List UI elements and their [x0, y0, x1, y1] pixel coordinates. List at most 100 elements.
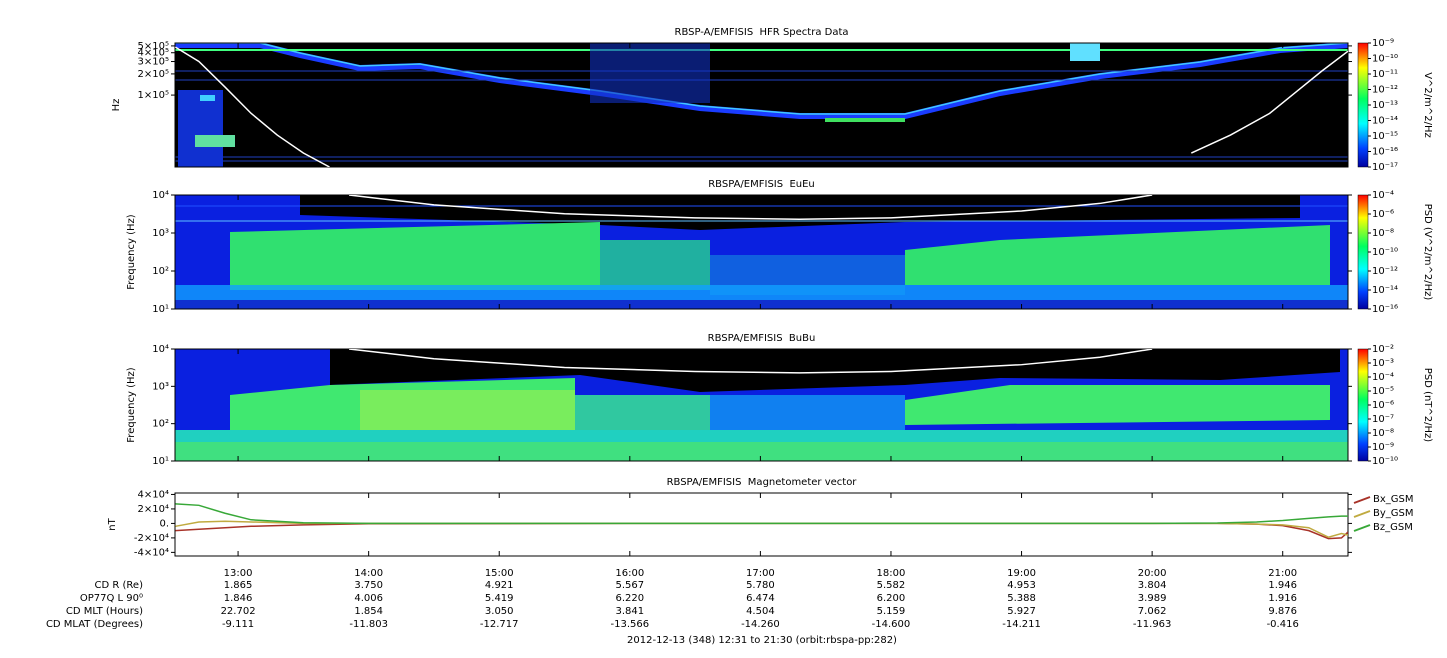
colorbar-tick-label: 10⁻¹⁰ — [1372, 54, 1398, 65]
panel-title: RBSPA/EMFISIS EuEu — [708, 179, 815, 190]
data-line — [175, 46, 330, 167]
x-tick-label: 14:00 — [354, 568, 383, 579]
ephemeris-value: 3.750 — [354, 580, 383, 591]
ephemeris-value: 5.780 — [746, 580, 775, 591]
ephemeris-value: -9.111 — [222, 619, 254, 630]
colorbar-tick-label: 10⁻⁹ — [1372, 442, 1394, 453]
ephemeris-value: 1.916 — [1268, 593, 1297, 604]
ephemeris-value: -14.260 — [741, 619, 780, 630]
x-tick-label: 20:00 — [1138, 568, 1167, 579]
ephemeris-value: 3.989 — [1138, 593, 1167, 604]
colorbar-label: PSD (V^2/m^2/Hz) — [1422, 204, 1433, 301]
ephemeris-value: 7.062 — [1138, 606, 1167, 617]
caption: 2012-12-13 (348) 12:31 to 21:30 (orbit:r… — [627, 635, 897, 646]
colorbar-tick-label: 10⁻⁷ — [1372, 414, 1394, 425]
data-line — [175, 503, 1348, 525]
y-tick-label: 10¹ — [152, 456, 169, 467]
series-group — [175, 46, 1348, 167]
ephemeris-value: 4.504 — [746, 606, 775, 617]
ephemeris-value: 3.841 — [615, 606, 644, 617]
panel-title: RBSPA/EMFISIS BuBu — [708, 333, 816, 344]
colorbar-tick-label: 10⁻¹⁰ — [1372, 247, 1398, 258]
colorbar-tick-label: 10⁻⁴ — [1372, 372, 1394, 383]
colorbar-tick-label: 10⁻¹² — [1372, 266, 1398, 277]
y-axis-label: Hz — [111, 99, 122, 112]
ephemeris-value: 3.050 — [485, 606, 514, 617]
ephemeris-value: 5.582 — [877, 580, 906, 591]
y-tick-label: 4×10⁴ — [138, 489, 169, 500]
data-line — [348, 349, 1153, 374]
colorbar-tick-label: 10⁻¹⁷ — [1372, 162, 1398, 173]
x-tick-label: 17:00 — [746, 568, 775, 579]
y-tick-label: 2×10⁴ — [138, 504, 169, 515]
colorbar-tick-label: 10⁻¹³ — [1372, 100, 1398, 111]
panel-title: RBSP-A/EMFISIS HFR Spectra Data — [675, 27, 849, 38]
ephemeris-value: -13.566 — [611, 619, 650, 630]
legend-swatch — [1353, 524, 1371, 532]
y-tick-label: 3×10⁵ — [138, 57, 169, 68]
series-group — [348, 349, 1153, 374]
ephemeris-value: -11.963 — [1133, 619, 1172, 630]
series-group — [175, 503, 1348, 540]
y-tick-label: 10¹ — [152, 304, 169, 315]
colorbar — [1357, 194, 1369, 310]
ephemeris-value: 3.804 — [1138, 580, 1167, 591]
data-line — [175, 522, 1348, 540]
ephemeris-value: -12.717 — [480, 619, 519, 630]
ephemeris-value: 1.946 — [1268, 580, 1297, 591]
y-axis-label: Frequency (Hz) — [126, 214, 137, 290]
colorbar-tick-label: 10⁻³ — [1372, 358, 1394, 369]
ephemeris-value: 22.702 — [221, 606, 256, 617]
ephemeris-label: CD MLT (Hours) — [66, 606, 143, 617]
colorbar-tick-label: 10⁻¹⁶ — [1372, 147, 1398, 158]
ephemeris-value: 1.846 — [224, 593, 253, 604]
ephemeris-value: 4.953 — [1007, 580, 1036, 591]
colorbar-tick-label: 10⁻⁶ — [1372, 209, 1394, 220]
y-tick-label: 10³ — [152, 228, 169, 239]
y-tick-label: 10² — [152, 419, 169, 430]
ephemeris-value: 1.865 — [224, 580, 253, 591]
y-axis-label: Frequency (Hz) — [126, 367, 137, 443]
ephemeris-value: 6.200 — [877, 593, 906, 604]
ephemeris-label: CD MLAT (Degrees) — [46, 619, 143, 630]
ephemeris-value: 4.921 — [485, 580, 514, 591]
ephemeris-value: 6.220 — [615, 593, 644, 604]
plot-frame — [174, 194, 1349, 310]
x-tick-label: 13:00 — [224, 568, 253, 579]
data-line — [1190, 50, 1348, 154]
colorbar-tick-label: 10⁻¹² — [1372, 85, 1398, 96]
y-tick-label: -4×10⁴ — [134, 547, 169, 558]
spectrogram-hfr — [175, 43, 1348, 167]
series-group — [348, 195, 1153, 221]
x-tick-label: 15:00 — [485, 568, 514, 579]
ephemeris-value: -14.600 — [872, 619, 911, 630]
y-tick-label: 1×10⁵ — [138, 90, 169, 101]
colorbar-label: PSD (nT^2/Hz) — [1422, 368, 1433, 442]
y-tick-label: 10⁴ — [152, 344, 169, 355]
colorbar-tick-label: 10⁻¹⁰ — [1372, 456, 1398, 467]
spectrogram-eueu — [175, 195, 1348, 309]
x-tick-label: 18:00 — [877, 568, 906, 579]
colorbar-tick-label: 10⁻⁶ — [1372, 400, 1394, 411]
y-axis-label: nT — [107, 517, 118, 530]
y-tick-label: 0. — [159, 518, 169, 529]
ephemeris-value: -14.211 — [1002, 619, 1041, 630]
ephemeris-label: OP77Q L 90⁰ — [80, 593, 143, 604]
spectrogram-bubu — [175, 349, 1348, 461]
legend-swatch — [1353, 510, 1371, 518]
colorbar-tick-label: 10⁻⁹ — [1372, 38, 1394, 49]
colorbar-tick-label: 10⁻² — [1372, 344, 1394, 355]
y-tick-label: 10³ — [152, 381, 169, 392]
x-tick-label: 16:00 — [615, 568, 644, 579]
ephemeris-value: 6.474 — [746, 593, 775, 604]
ephemeris-value: 5.567 — [615, 580, 644, 591]
colorbar-tick-label: 10⁻¹⁵ — [1372, 131, 1398, 142]
ephemeris-value: 5.388 — [1007, 593, 1036, 604]
colorbar-tick-label: 10⁻¹⁴ — [1372, 285, 1398, 296]
colorbar-tick-label: 10⁻¹⁴ — [1372, 116, 1398, 127]
y-tick-label: 10² — [152, 266, 169, 277]
y-tick-label: 5×10⁵ — [138, 41, 169, 52]
ephemeris-value: 5.419 — [485, 593, 514, 604]
plot-frame — [174, 492, 1349, 557]
